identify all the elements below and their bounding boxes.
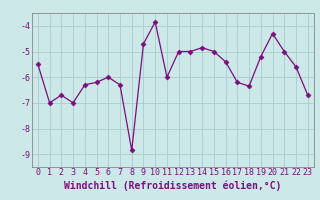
X-axis label: Windchill (Refroidissement éolien,°C): Windchill (Refroidissement éolien,°C) <box>64 180 282 191</box>
